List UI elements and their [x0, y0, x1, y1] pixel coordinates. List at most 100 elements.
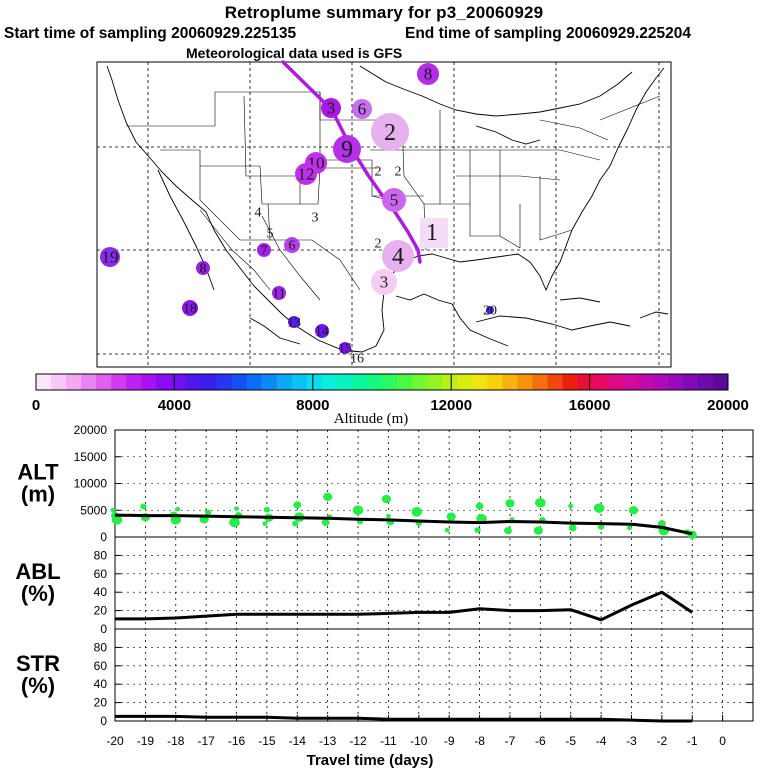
map-marker-16: 16 [350, 352, 364, 367]
alt-data-point [293, 501, 302, 509]
x-tick-label: -20 [106, 734, 124, 748]
alt-data-point [262, 521, 268, 526]
x-tick-label: -8 [474, 734, 485, 748]
alt-y-tick-label: 5000 [80, 503, 107, 517]
x-tick-label: -9 [444, 734, 455, 748]
map-marker-label: 12 [298, 165, 315, 184]
colorbar-cell [517, 374, 533, 390]
alt-y-tick-label: 10000 [74, 477, 108, 491]
colorbar-tick-label: 8000 [296, 397, 329, 414]
map-marker-label: 3 [327, 99, 336, 118]
alt-data-point [444, 527, 450, 533]
alt-series-line [114, 513, 693, 536]
str-y-tick-label: 60 [94, 659, 108, 673]
alt-data-point [597, 523, 605, 530]
alt-data-point [504, 527, 512, 535]
colorbar-cell [532, 374, 548, 390]
chart-title: Retroplume summary for p3_20060929 [224, 3, 544, 22]
map-marker-label: 18 [183, 302, 197, 317]
alt-axis-label: ALT [17, 460, 59, 485]
colorbar-cell [592, 374, 609, 390]
map-marker-19: 19 [100, 247, 120, 267]
alt-data-point [381, 494, 392, 504]
alt-data-point [626, 525, 632, 531]
map-marker-label: 15 [338, 342, 352, 357]
colorbar-cell [442, 374, 458, 390]
colorbar-cell [126, 374, 142, 390]
x-tick-label: -11 [380, 734, 397, 748]
alt-data-point [110, 508, 116, 513]
colorbar-cell [141, 374, 157, 390]
alt-data-point [535, 497, 546, 508]
colorbar-cell [652, 374, 669, 390]
map-marker-label: 4 [392, 244, 404, 270]
colorbar-cell [156, 374, 172, 390]
map-marker-label: 2 [375, 237, 382, 252]
colorbar-cell [397, 374, 413, 390]
map-marker-label: 2 [384, 120, 396, 146]
map-marker-8: 8 [196, 261, 210, 277]
alt-data-point [204, 509, 212, 516]
x-tick-label: -7 [505, 734, 516, 748]
colorbar-tick-label: 4000 [158, 397, 191, 414]
str-series-line [115, 714, 693, 723]
altitude-colorbar: 0 4000 8000 12000 16000 20000 Altitude (m) [32, 373, 749, 427]
map-marker-label: 8 [200, 262, 207, 277]
map-marker-20: 20 [483, 304, 497, 319]
colorbar-cell [682, 374, 699, 390]
colorbar-cell [562, 374, 578, 390]
colorbar-cell [276, 374, 293, 390]
map-marker-15: 15 [338, 342, 352, 357]
alt-data-point [321, 519, 330, 527]
map-marker-label: 20 [483, 304, 497, 319]
alt-data-point [352, 505, 364, 516]
alt-data-point [263, 506, 271, 513]
map-marker-4: 4 [255, 206, 262, 221]
map-marker-7: 7 [257, 243, 271, 259]
alt-data-point [657, 520, 666, 528]
map-marker-5: 5 [382, 188, 406, 212]
map-marker-label: 8 [424, 65, 433, 84]
map-marker-label: 5 [267, 227, 274, 242]
colorbar-cell [637, 374, 654, 390]
map-marker-label: 3 [312, 211, 319, 226]
map-marker-label: 16 [350, 352, 364, 367]
x-tick-label: -13 [319, 734, 337, 748]
alt-data-point [533, 526, 543, 535]
map-marker-label: 11 [272, 287, 285, 302]
colorbar-cell [607, 374, 624, 390]
map-marker-label: 6 [289, 239, 296, 254]
alt-data-point [411, 507, 423, 517]
map-marker-6: 6 [284, 237, 300, 254]
str-axis-label: STR [16, 651, 60, 676]
map-marker-2: 2 [375, 237, 382, 252]
x-tick-label: -5 [565, 734, 576, 748]
x-axis-label: Travel time (days) [307, 752, 434, 768]
abl-y-tick-label: 0 [100, 622, 107, 636]
abl-series-line [115, 590, 694, 622]
map-marker-3: 3 [371, 269, 397, 295]
map-marker-label: 7 [261, 244, 268, 259]
colorbar-cell [51, 374, 67, 390]
alt-data-point [568, 503, 574, 509]
alt-data-point [505, 499, 515, 508]
alt-data-point [229, 517, 240, 528]
colorbar-cell [712, 374, 729, 390]
colorbar-cell [306, 374, 323, 390]
colorbar-cell [291, 374, 308, 390]
map-frame [96, 61, 672, 368]
colorbar-cell [111, 374, 127, 390]
abl-axis-unit: (%) [21, 581, 55, 606]
colorbar-cell [336, 374, 353, 390]
str-y-tick-label: 40 [94, 677, 108, 691]
map-marker-5: 5 [267, 227, 274, 242]
colorbar-cell [351, 374, 368, 390]
colorbar-cell [231, 374, 248, 390]
map-marker-label: 14 [315, 325, 329, 340]
alt-data-point [593, 503, 605, 513]
x-tick-label: -1 [687, 734, 698, 748]
map-marker-label: 1 [426, 220, 438, 246]
